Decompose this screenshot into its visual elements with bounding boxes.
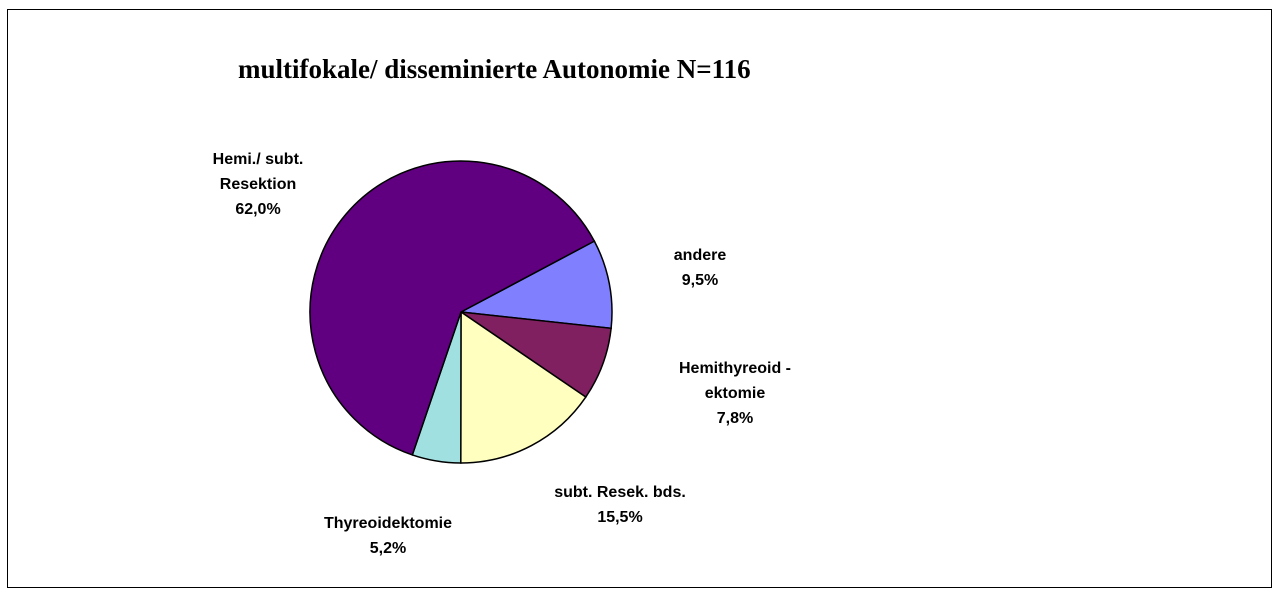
slice-label: Hemi./ subt. Resektion 62,0%: [213, 147, 304, 222]
slice-label-value: 7,8%: [716, 410, 754, 427]
pie-slice: [309, 160, 596, 456]
slice-label: Hemithyreoid - ektomie 7,8%: [679, 356, 791, 431]
slice-label: andere 9,5%: [674, 243, 726, 293]
slice-label-name: Thyreoidektomie: [323, 515, 453, 532]
slice-label-value: 5,2%: [369, 540, 407, 557]
slice-label-name: ektomie: [704, 385, 766, 402]
chart-frame: multifokale/ disseminierte Autonomie N=1…: [7, 9, 1272, 588]
slice-label-value: 9,5%: [681, 272, 719, 289]
slice-label: Thyreoidektomie 5,2%: [324, 511, 452, 561]
slice-label-name: Hemithyreoid -: [678, 360, 792, 377]
slice-label-name: Resektion: [219, 176, 297, 193]
slice-label: subt. Resek. bds. 15,5%: [554, 480, 686, 530]
chart-title: multifokale/ disseminierte Autonomie N=1…: [238, 54, 751, 84]
slice-label-name: andere: [673, 247, 727, 264]
slice-label-name: subt. Resek. bds.: [554, 484, 686, 501]
slice-label-value: 15,5%: [597, 509, 643, 526]
slice-label-name: Hemi./ subt.: [212, 151, 304, 168]
pie-slice: [458, 240, 613, 330]
pie-slice: [460, 310, 587, 464]
slice-label-value: 62,0%: [235, 201, 281, 218]
